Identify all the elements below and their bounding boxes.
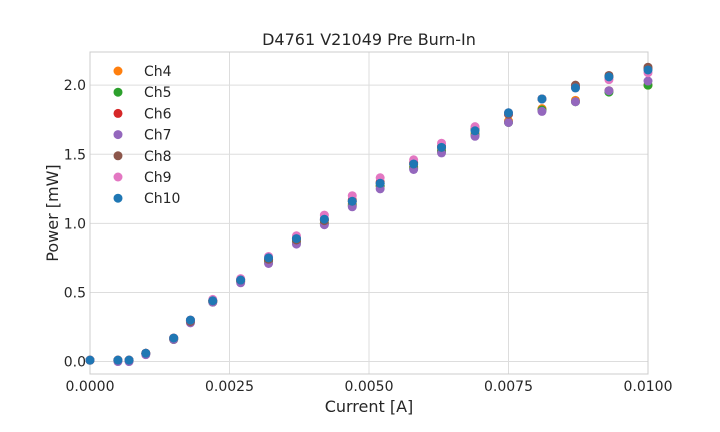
data-point — [504, 108, 513, 118]
data-point — [604, 86, 614, 96]
data-point — [643, 76, 653, 86]
legend-label: Ch5 — [144, 85, 172, 101]
data-point — [537, 106, 547, 116]
legend-item: Ch5 — [113, 85, 172, 101]
x-axis-ticks: 0.0000 0.0025 0.0050 0.0075 0.0100 — [66, 379, 673, 395]
legend-label: Ch4 — [144, 64, 172, 80]
legend-item: Ch7 — [113, 128, 172, 144]
legend-marker — [113, 66, 123, 76]
y-tick-label: 0.5 — [64, 285, 86, 301]
y-tick-label: 1.0 — [64, 216, 86, 232]
data-point — [437, 142, 447, 152]
data-point — [347, 196, 357, 206]
legend-item: Ch4 — [113, 64, 172, 80]
y-axis-label: Power [mW] — [43, 164, 62, 261]
y-tick-label: 2.0 — [64, 78, 86, 94]
x-tick-label: 0.0075 — [484, 379, 533, 395]
data-point — [409, 159, 419, 169]
x-tick-label: 0.0050 — [345, 379, 394, 395]
data-points — [85, 62, 653, 367]
legend-item: Ch9 — [113, 170, 172, 186]
legend-item: Ch8 — [113, 149, 172, 165]
data-point — [124, 355, 134, 365]
legend-label: Ch7 — [144, 128, 172, 144]
data-point — [113, 355, 123, 365]
plot-area — [89, 51, 649, 375]
legend-label: Ch9 — [144, 170, 172, 186]
chart-title: D4761 V21049 Pre Burn-In — [262, 30, 476, 49]
data-point — [570, 83, 580, 93]
x-tick-label: 0.0000 — [66, 379, 115, 395]
data-point — [604, 72, 614, 82]
data-point — [208, 296, 218, 306]
legend-marker — [113, 172, 123, 182]
legend-marker — [113, 87, 123, 97]
x-axis-label: Current [A] — [325, 397, 414, 416]
data-point — [319, 214, 329, 224]
legend-marker — [113, 151, 123, 161]
legend-label: Ch10 — [144, 191, 180, 207]
y-axis-ticks: 0.0 0.5 1.0 1.5 2.0 — [64, 78, 86, 370]
legend-marker — [113, 108, 123, 118]
data-point — [470, 126, 480, 136]
legend-label: Ch8 — [144, 149, 172, 165]
data-point — [141, 348, 151, 358]
data-point — [537, 94, 547, 104]
legend-label: Ch6 — [144, 106, 172, 122]
y-tick-label: 1.5 — [64, 147, 86, 163]
y-tick-label: 0.0 — [64, 355, 86, 371]
data-point — [264, 253, 274, 263]
x-tick-label: 0.0100 — [624, 379, 673, 395]
legend-marker — [113, 193, 123, 203]
data-point — [570, 97, 580, 107]
data-point — [236, 275, 246, 285]
legend-item: Ch10 — [113, 191, 180, 207]
legend: Ch4 Ch5 Ch6 Ch7 Ch8 Ch9 Ch10 — [113, 64, 180, 207]
legend-item: Ch6 — [113, 106, 172, 122]
data-point — [643, 65, 653, 75]
data-point — [169, 333, 179, 343]
data-point — [375, 178, 385, 188]
series-ch10 — [85, 65, 653, 365]
legend-marker — [113, 130, 123, 140]
data-point — [185, 315, 195, 325]
data-point — [504, 117, 513, 127]
data-point — [85, 355, 95, 365]
data-point — [291, 234, 301, 244]
x-tick-label: 0.0025 — [205, 379, 254, 395]
